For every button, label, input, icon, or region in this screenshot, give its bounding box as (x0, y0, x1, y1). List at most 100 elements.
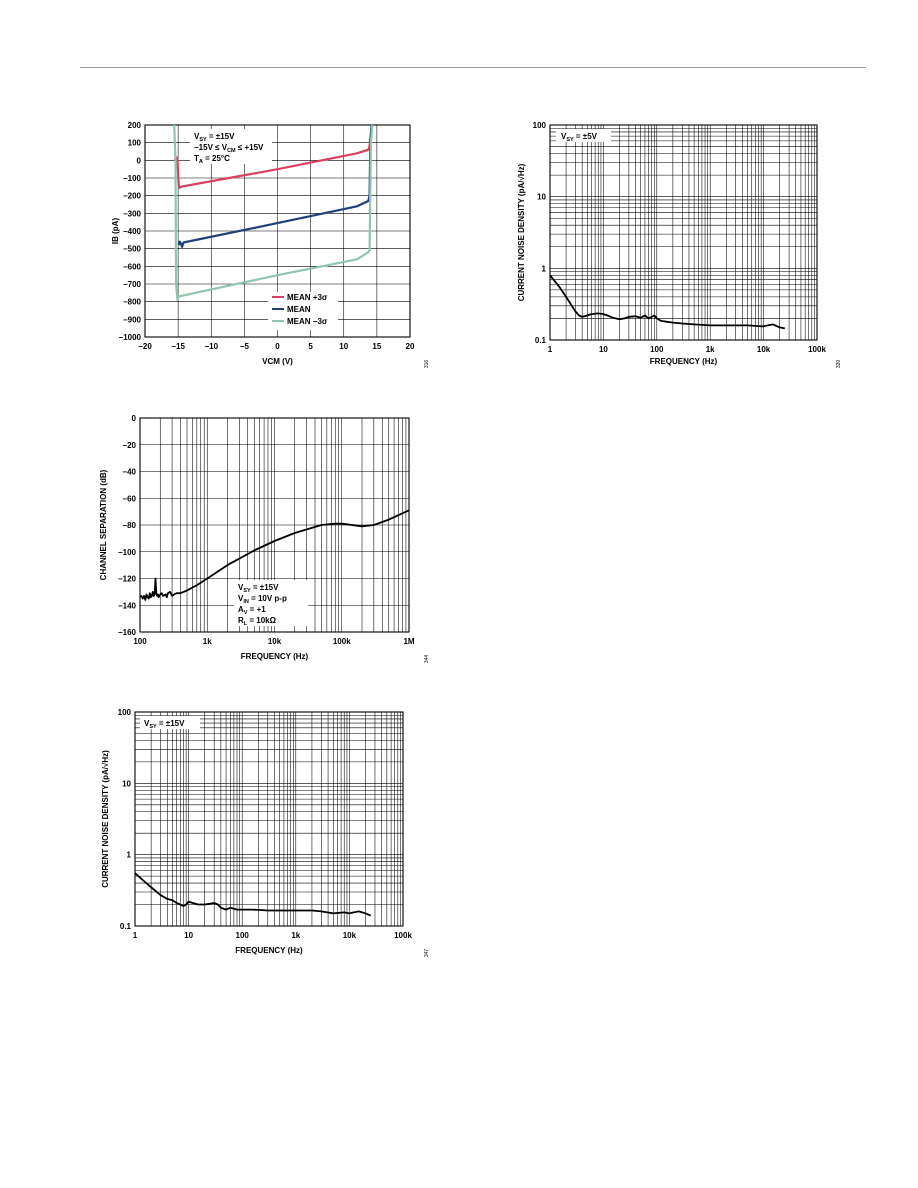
x-tick-label: 100 (236, 931, 250, 940)
y-tick-label: −600 (123, 262, 142, 271)
x-tick-label: 10k (343, 931, 357, 940)
y-tick-label: 100 (118, 708, 132, 717)
annotation-text: VSY = ±15V (238, 583, 279, 594)
series-line-1 (139, 509, 410, 601)
y-axis-label: CURRENT NOISE DENSITY (pA/√Hz) (101, 750, 110, 888)
x-tick-label: 1 (133, 931, 138, 940)
x-tick-label: 10 (184, 931, 193, 940)
legend-label: MEAN (287, 305, 311, 314)
x-axis-label: VCM (V) (262, 357, 293, 366)
y-tick-label: 100 (533, 121, 547, 130)
x-axis-label: FREQUENCY (Hz) (241, 652, 309, 661)
y-tick-label: −120 (118, 575, 137, 584)
figure-number: 347 (424, 949, 430, 958)
grid-lines (549, 125, 817, 341)
annotation-text: −15V ≤ VCM ≤ +15V (194, 143, 264, 154)
annotation-text: TA = 25°C (194, 154, 230, 165)
y-tick-label: 10 (122, 779, 131, 788)
x-tick-label: 5 (308, 342, 313, 351)
y-tick-label: 0 (132, 414, 137, 423)
x-tick-label: 10 (339, 342, 348, 351)
annotation-text: VSY = ±15V (194, 132, 235, 143)
annotation-box: VSY = ±15V (140, 716, 200, 730)
y-tick-label: 0.1 (120, 922, 132, 931)
x-tick-label: 1k (291, 931, 300, 940)
x-axis-label: FREQUENCY (Hz) (235, 946, 303, 955)
y-axis-label: CHANNEL SEPARATION (dB) (99, 469, 108, 580)
legend-label: MEAN +3σ (287, 293, 328, 302)
y-tick-label: −700 (123, 280, 142, 289)
plot-frame (144, 124, 411, 338)
legend: MEAN +3σ MEAN MEAN −3σ (268, 292, 338, 330)
x-tick-label: −5 (240, 342, 250, 351)
x-tick-label: 100 (650, 345, 664, 354)
annotation-background (556, 129, 611, 142)
y-tick-label: 100 (128, 139, 142, 148)
annotation-background (140, 716, 200, 729)
annotation-box: VSY = ±5V (556, 129, 611, 143)
x-tick-label: 0 (275, 342, 280, 351)
figure-number: 320 (836, 360, 842, 369)
y-tick-label: 1 (542, 264, 547, 273)
y-tick-label: −140 (118, 601, 137, 610)
y-tick-label: −500 (123, 245, 142, 254)
y-tick-label: −60 (122, 494, 136, 503)
x-tick-label: 10 (599, 345, 608, 354)
plot-frame (549, 124, 818, 341)
y-tick-label: −100 (118, 548, 137, 557)
x-tick-label: 15 (372, 342, 381, 351)
x-tick-label: 100k (808, 345, 826, 354)
y-axis-label: CURRENT NOISE DENSITY (pA/√Hz) (517, 163, 526, 301)
x-tick-label: −15 (171, 342, 185, 351)
x-tick-label: 1k (706, 345, 715, 354)
annotation-text: AV = +1 (238, 605, 266, 616)
y-tick-label: −900 (123, 315, 142, 324)
annotation-text: VSY = ±5V (561, 132, 598, 143)
y-tick-label: −200 (123, 192, 142, 201)
plot-frame (139, 417, 410, 633)
y-tick-label: −1000 (119, 333, 142, 342)
y-tick-label: 0 (137, 156, 142, 165)
chart-3: 100 1k 10k 100k 1M 0 −20 −40 −60 −80 −100 −120 −140 −… (99, 414, 430, 663)
figure-number: 316 (424, 360, 430, 369)
x-tick-label: 10k (757, 345, 771, 354)
chart-1: −20 −15 −10 −5 0 5 10 15 20 200 100 0 −100 −200 −300 −4… (111, 121, 430, 368)
y-tick-label: −40 (122, 468, 136, 477)
grid-lines (134, 712, 403, 927)
annotation-text: VSY = ±15V (144, 719, 185, 730)
x-tick-label: 100k (394, 931, 412, 940)
series-line-1 (549, 274, 785, 330)
grid-lines (139, 417, 409, 633)
y-tick-label: −20 (122, 441, 136, 450)
figure-number: 344 (424, 655, 430, 664)
series-line-1 (134, 872, 372, 917)
y-tick-label: −80 (122, 521, 136, 530)
x-axis-label: FREQUENCY (Hz) (650, 357, 718, 366)
y-tick-label: −160 (118, 628, 137, 637)
y-axis-label: IB (pA) (111, 218, 120, 245)
annotation-background (234, 580, 308, 626)
legend-background (268, 292, 338, 330)
y-tick-label: 10 (537, 193, 546, 202)
x-tick-label: 10k (268, 637, 282, 646)
y-tick-label: −400 (123, 227, 142, 236)
x-tick-label: −20 (138, 342, 152, 351)
x-tick-label: 20 (406, 342, 415, 351)
x-tick-label: 1 (548, 345, 553, 354)
annotation-text: RL = 10kΩ (238, 616, 277, 627)
header-rule (80, 67, 866, 68)
y-tick-label: 0.1 (535, 336, 547, 345)
annotation-background (190, 129, 272, 164)
y-tick-label: −100 (123, 174, 142, 183)
x-tick-label: 100 (133, 637, 147, 646)
legend-label: MEAN −3σ (287, 317, 328, 326)
x-tick-label: 1M (403, 637, 414, 646)
x-tick-label: 1k (203, 637, 212, 646)
series-line-mean-3- (173, 124, 374, 301)
y-tick-label: 200 (128, 121, 142, 130)
